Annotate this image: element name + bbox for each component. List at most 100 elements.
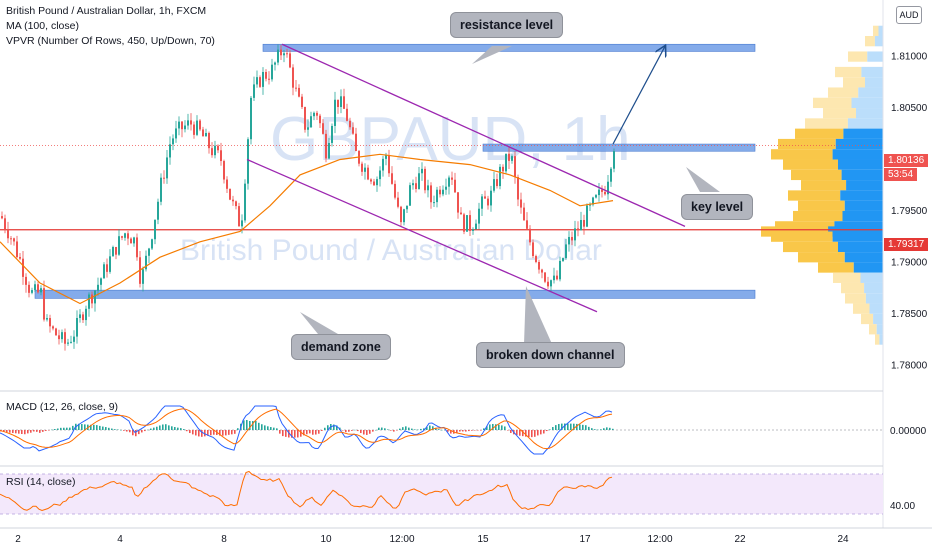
ma-legend[interactable]: MA (100, close): [6, 20, 79, 32]
chart-title: British Pound / Australian Dollar, 1h, F…: [6, 5, 207, 17]
macd-histogram-bar: [429, 425, 431, 430]
candle-body: [436, 189, 438, 203]
profile-down-bar: [842, 210, 883, 222]
candle-body: [241, 220, 243, 227]
macd-histogram-bar: [342, 430, 344, 431]
macd-histogram-bar: [150, 428, 152, 430]
candle-body: [607, 181, 609, 195]
profile-up-bar: [788, 190, 841, 201]
resistance-callout[interactable]: resistance level: [450, 12, 564, 38]
key-level-callout[interactable]: key level: [681, 194, 754, 220]
candle-body: [238, 206, 240, 227]
macd-histogram-bar: [438, 429, 440, 430]
candle-body: [214, 145, 216, 156]
macd-histogram-bar: [570, 423, 572, 430]
macd-histogram-bar: [237, 428, 239, 430]
macd-histogram-bar: [186, 430, 188, 432]
macd-histogram-bar: [492, 423, 494, 430]
macd-histogram-bar: [261, 424, 263, 430]
time-axis[interactable]: 2 4 8 10 12:00 15 17 12:00 22 24: [15, 534, 849, 545]
macd-histogram-bar: [462, 430, 464, 432]
candle-body: [22, 258, 24, 277]
zone-rect: [34, 289, 756, 299]
candle-body: [127, 233, 129, 239]
candle-body: [328, 142, 330, 159]
candle-body: [298, 87, 300, 97]
channel-callout[interactable]: broken down channel: [476, 342, 625, 368]
macd-histogram-bar: [144, 430, 146, 432]
macd-histogram-bar: [168, 425, 170, 430]
candle-body: [415, 183, 417, 190]
profile-up-bar: [845, 293, 866, 304]
macd-histogram-bar: [27, 430, 29, 434]
macd-pane[interactable]: [0, 405, 883, 455]
candle-body: [418, 173, 420, 190]
macd-histogram-bar: [486, 426, 488, 430]
candle-body: [202, 129, 204, 137]
candle-body: [211, 148, 213, 156]
candle-body: [463, 214, 465, 232]
candle-body: [310, 116, 312, 128]
macd-histogram-bar: [93, 424, 95, 430]
macd-histogram-bar: [312, 430, 314, 435]
candle-body: [154, 219, 156, 240]
vpvr-legend[interactable]: VPVR (Number Of Rows, 450, Up/Down, 70): [6, 35, 215, 47]
macd-histogram-bar: [471, 430, 473, 431]
time-tick-label: 12:00: [389, 534, 414, 545]
time-tick-label: 8: [221, 534, 227, 545]
currency-button[interactable]: AUD: [896, 6, 922, 24]
zone-rect: [482, 143, 756, 152]
candle-body: [448, 177, 450, 187]
profile-up-bar: [795, 128, 844, 139]
candle-body: [223, 161, 225, 180]
profile-down-bar: [844, 252, 883, 263]
candle-body: [103, 264, 105, 279]
candle-body: [250, 97, 252, 140]
profile-up-bar: [801, 180, 847, 191]
candle-body: [400, 206, 402, 223]
macd-histogram-bar: [156, 426, 158, 430]
macd-legend[interactable]: MACD (12, 26, close, 9): [6, 401, 119, 413]
candle-body: [13, 238, 15, 242]
macd-histogram-bar: [480, 430, 482, 431]
macd-histogram-bar: [204, 430, 206, 437]
candle-body: [604, 191, 606, 195]
candle-body: [433, 202, 435, 204]
candle-body: [427, 185, 429, 191]
candle-body: [247, 139, 249, 184]
macd-histogram-bar: [243, 420, 245, 430]
candle-body: [382, 158, 384, 171]
candle-body: [499, 166, 501, 187]
macd-histogram-bar: [162, 424, 164, 430]
candle-body: [301, 96, 303, 108]
candle-body: [289, 53, 291, 68]
macd-histogram-bar: [360, 430, 362, 434]
candle-body: [259, 77, 261, 87]
macd-histogram-bar: [327, 425, 329, 430]
resistance-pointer: [472, 46, 512, 64]
macd-histogram-bar: [6, 430, 8, 433]
candle-body: [253, 84, 255, 98]
macd-histogram-bar: [585, 425, 587, 430]
macd-histogram-bar: [612, 428, 614, 430]
callout-pointers: [300, 46, 720, 344]
candle-body: [523, 207, 525, 221]
candle-body: [481, 196, 483, 209]
time-tick-label: 22: [734, 534, 746, 545]
candle-body: [280, 49, 282, 56]
candle-body: [388, 154, 390, 174]
candle-body: [337, 99, 339, 108]
rsi-legend[interactable]: RSI (14, close): [6, 476, 76, 488]
macd-histogram-bar: [531, 430, 533, 438]
candle-body: [169, 144, 171, 158]
candle-body: [331, 125, 333, 143]
candle-body: [106, 264, 108, 272]
profile-down-bar: [838, 241, 883, 253]
candle-body: [430, 185, 432, 203]
macd-histogram-bar: [111, 428, 113, 430]
candle-body: [43, 288, 45, 320]
macd-histogram-bar: [12, 430, 14, 433]
demand-callout[interactable]: demand zone: [291, 334, 391, 360]
candle-body: [124, 233, 126, 238]
